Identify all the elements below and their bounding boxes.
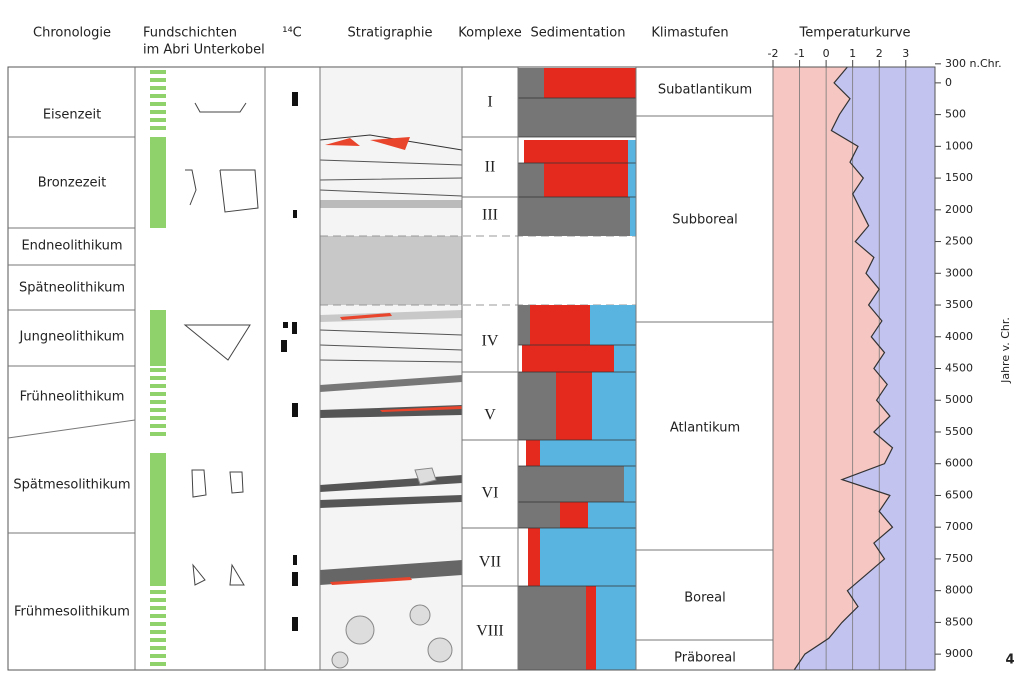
find-dash (150, 70, 166, 74)
y-tick-label: 6000 (945, 457, 973, 470)
find-dash (150, 638, 166, 642)
find-dash (150, 614, 166, 618)
figure-number: 4 (1005, 653, 1014, 668)
header: im Abri Unterkobel (143, 43, 265, 58)
complex-label: IV (482, 333, 499, 350)
complex-label: VI (482, 485, 499, 502)
find-dash (150, 376, 166, 380)
header: Chronologie (33, 26, 111, 41)
x-tick-label: -2 (768, 47, 779, 60)
climate-label: Präboreal (674, 651, 736, 666)
y-tick-label: 4500 (945, 362, 973, 375)
complex-label: II (485, 159, 496, 176)
find-dash (150, 598, 166, 602)
header: ¹⁴C (282, 26, 302, 41)
chronology-label: Jungneolithikum (19, 330, 125, 345)
stratigraphy (319, 68, 636, 670)
y-tick-label: 1500 (945, 171, 973, 184)
sedimentation (518, 68, 636, 670)
header: Komplexe (458, 26, 521, 41)
x-tick-label: 2 (876, 47, 883, 60)
find-dash (150, 384, 166, 388)
chronology-label: Endneolithikum (21, 239, 122, 254)
complex-label: III (482, 207, 498, 224)
y-tick-label: 2500 (945, 235, 973, 248)
temp-area (794, 67, 935, 670)
chronology-label: Bronzezeit (38, 176, 107, 191)
find-dash (150, 78, 166, 82)
find-dash (150, 654, 166, 658)
climate-label: Subboreal (672, 213, 738, 228)
climate-label: Subatlantikum (658, 83, 752, 98)
header: Temperaturkurve (798, 26, 910, 41)
find-dash (150, 630, 166, 634)
y-tick-label: 9000 (945, 647, 973, 660)
header: Klimastufen (651, 26, 728, 41)
chronology-label: Frühmesolithikum (14, 605, 130, 620)
x-tick-label: -1 (794, 47, 805, 60)
find-dash (150, 86, 166, 90)
climate-label: Boreal (684, 591, 726, 606)
chronology-label: Eisenzeit (43, 108, 101, 123)
artifacts (183, 102, 259, 586)
x-tick-label: 1 (849, 47, 856, 60)
find-dash (150, 606, 166, 610)
complex-label: V (484, 407, 496, 424)
find-dash (150, 408, 166, 412)
find-dash (150, 94, 166, 98)
table-lines (7, 66, 936, 671)
header: Stratigraphie (347, 26, 432, 41)
c14-markers (281, 92, 298, 631)
find-layers (150, 137, 166, 586)
y-axis-label: Jahre v. Chr. (999, 317, 1012, 384)
y-tick-label: 8500 (945, 615, 973, 628)
y-tick-label: 6500 (945, 488, 973, 501)
y-tick-label: 3000 (945, 266, 973, 279)
find-dash (150, 110, 166, 114)
y-tick-label: 8000 (945, 584, 973, 597)
find-dash (150, 126, 166, 130)
climate-label: Atlantikum (670, 421, 740, 436)
y-tick-label: 7500 (945, 552, 973, 565)
find-dash (150, 392, 166, 396)
y-tick-label: 7000 (945, 520, 973, 533)
find-dash (150, 590, 166, 594)
find-dash (150, 662, 166, 666)
chronology-label: Spätmesolithikum (13, 478, 130, 493)
complex-label: VII (479, 554, 501, 571)
y-tick-label: 3500 (945, 298, 973, 311)
find-layers-dashed (150, 70, 166, 666)
y-tick-label: 2000 (945, 203, 973, 216)
header: Sedimentation (531, 26, 626, 41)
find-dash (150, 368, 166, 372)
find-dash (150, 622, 166, 626)
y-tick-label: 5500 (945, 425, 973, 438)
header: Fundschichten (143, 26, 237, 41)
y-tick-label: 1000 (945, 139, 973, 152)
find-dash (150, 118, 166, 122)
complex-label: I (487, 94, 492, 111)
find-dash (150, 424, 166, 428)
y-tick-label: 5000 (945, 393, 973, 406)
complex-label: VIII (476, 623, 504, 640)
find-dash (150, 432, 166, 436)
temperature-chart: -2 -1 0 1 2 3 300 n.Chr. 0 500 1000 1500 2000 2500 30… (768, 47, 1015, 671)
chronology-label: Frühneolithikum (20, 390, 125, 405)
find-dash (150, 102, 166, 106)
find-dash (150, 646, 166, 650)
y-tick-label: 500 (945, 108, 966, 121)
y-tick-label: 300 n.Chr. (945, 57, 1002, 70)
x-tick-label: 3 (902, 47, 909, 60)
find-dash (150, 400, 166, 404)
chronology-label: Spätneolithikum (19, 281, 125, 296)
find-dash (150, 416, 166, 420)
y-tick-label: 4000 (945, 330, 973, 343)
x-tick-label: 0 (823, 47, 830, 60)
y-tick-label: 0 (945, 76, 952, 89)
temp-curve (793, 66, 894, 671)
